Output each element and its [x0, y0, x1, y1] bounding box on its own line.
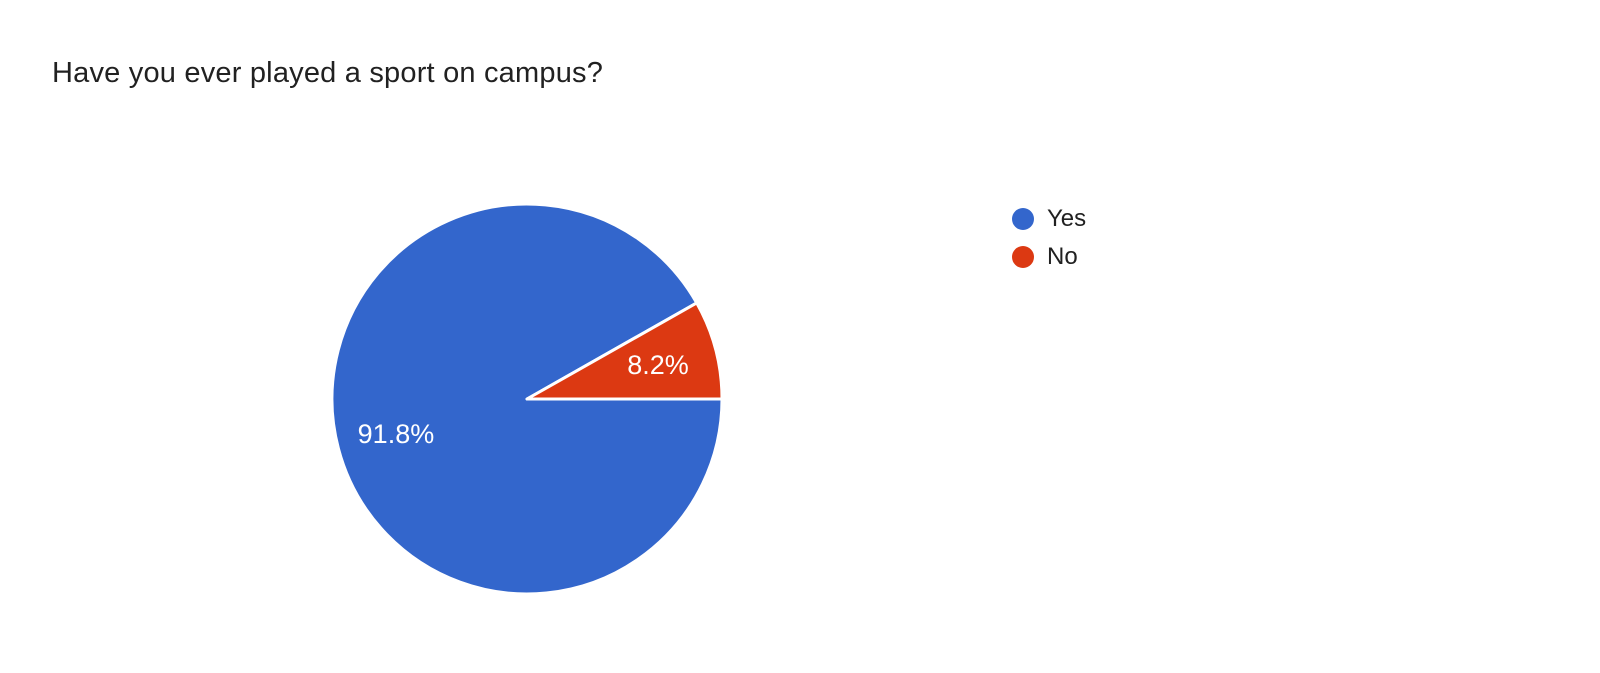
- legend-item-yes: Yes: [1012, 205, 1087, 232]
- pie-slice-label-yes: 91.8%: [358, 419, 435, 449]
- legend-item-no: No: [1012, 243, 1086, 270]
- question-title: Have you ever played a sport on campus?: [52, 57, 604, 89]
- legend-label-no: No: [1047, 243, 1078, 270]
- legend: Yes No: [1012, 205, 1087, 270]
- pie-slices: [330, 202, 724, 596]
- legend-swatch-no-icon: [1012, 246, 1034, 268]
- legend-swatch-yes-icon: [1012, 208, 1034, 230]
- pie-slice-label-no: 8.2%: [627, 350, 689, 380]
- pie-slice-no[interactable]: [525, 301, 724, 401]
- legend-label-yes: Yes: [1047, 205, 1087, 232]
- pie-slice-labels: 91.8% 8.2%: [358, 350, 689, 449]
